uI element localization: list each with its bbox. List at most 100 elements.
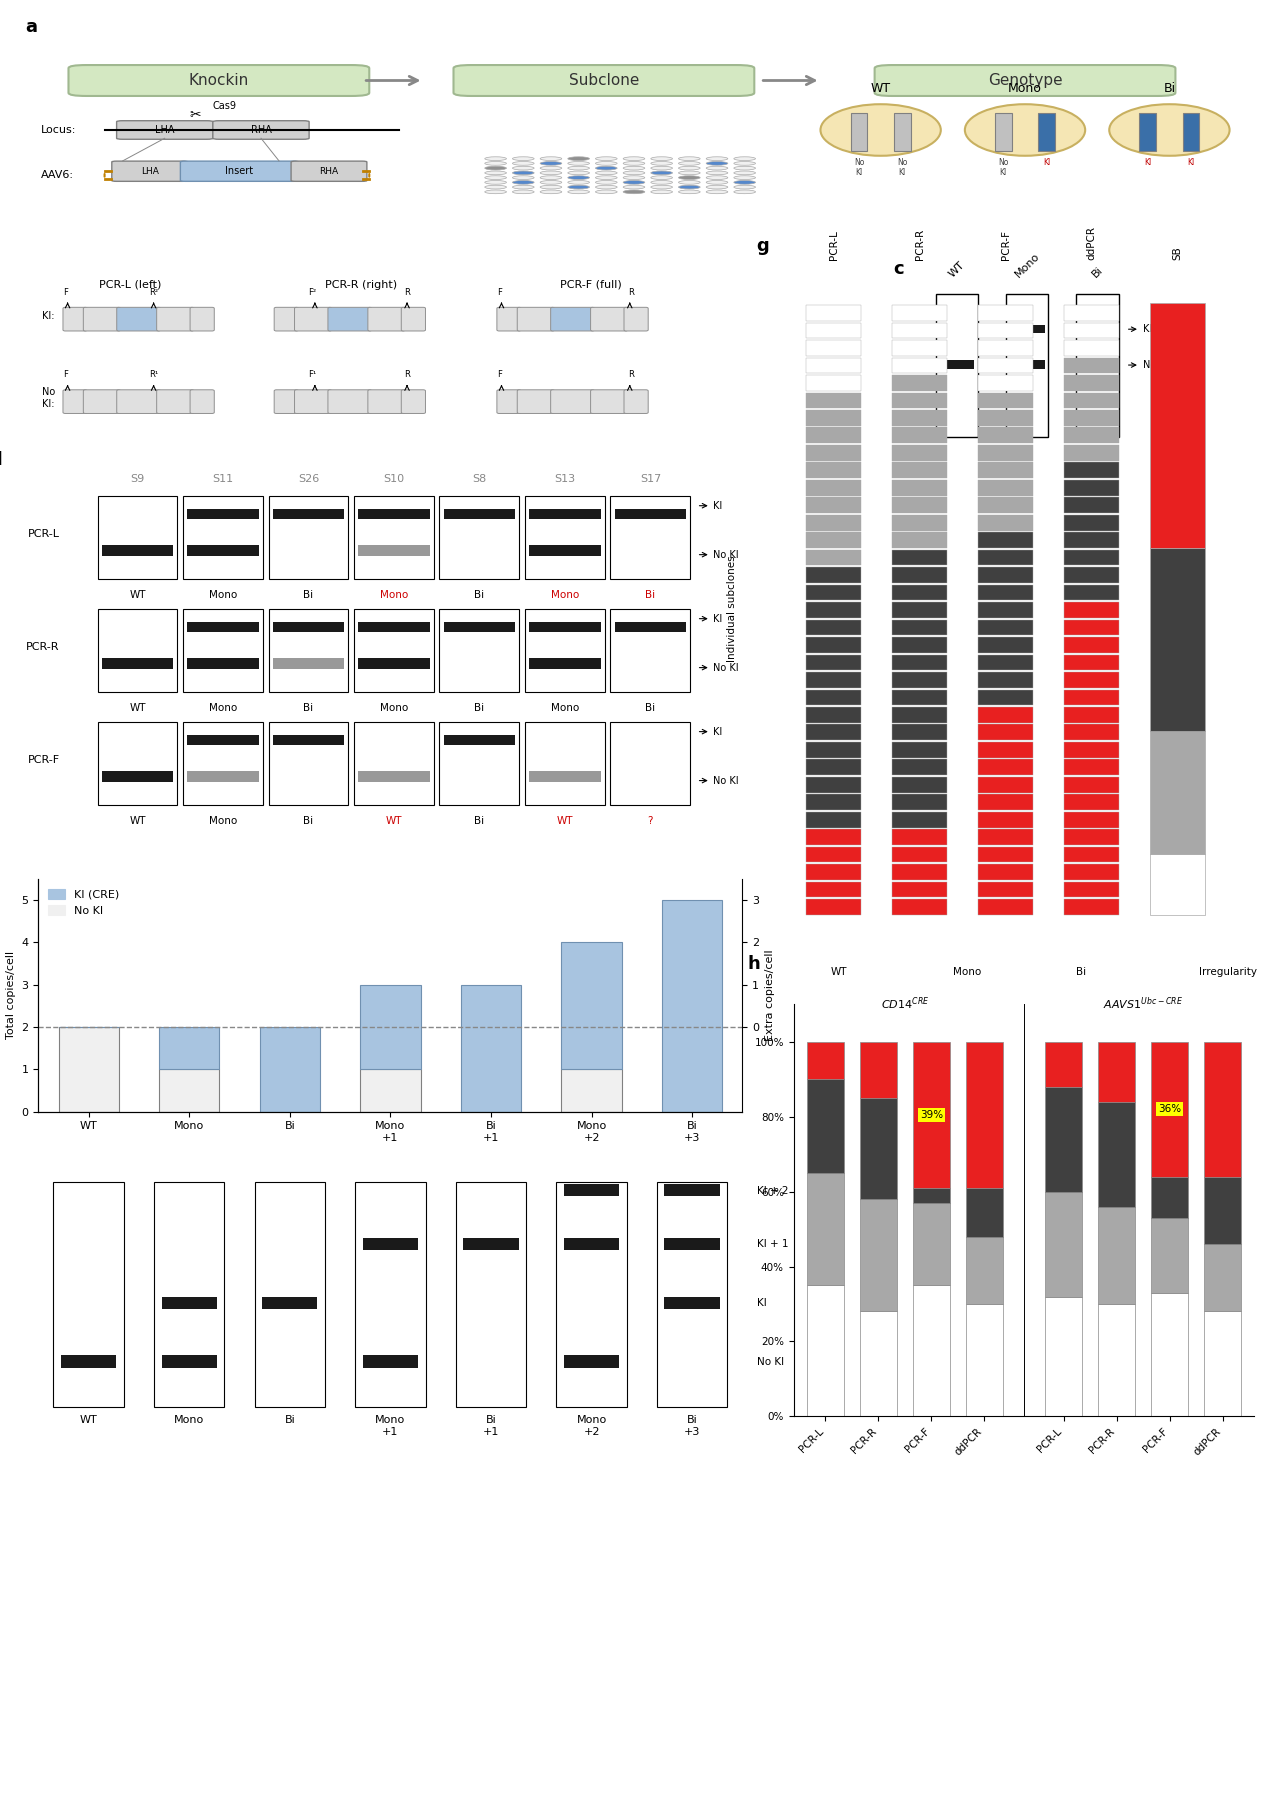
Bar [1064, 898, 1119, 914]
Circle shape [707, 181, 728, 185]
Bar [1064, 585, 1119, 601]
Circle shape [512, 181, 534, 185]
Text: S17: S17 [640, 473, 660, 484]
Bar [1204, 1311, 1242, 1416]
Bar [1204, 1244, 1242, 1311]
Bar [806, 481, 861, 495]
Text: F¹: F¹ [308, 371, 316, 380]
Circle shape [623, 161, 645, 165]
FancyBboxPatch shape [294, 307, 332, 332]
Bar [892, 830, 947, 845]
Bar [794, 966, 824, 975]
Text: KI: KI [1143, 325, 1152, 333]
Circle shape [678, 190, 700, 194]
Bar [913, 1203, 950, 1286]
Bar [860, 1042, 897, 1097]
Circle shape [678, 167, 700, 170]
Bar [1064, 812, 1119, 828]
Bar [1151, 1217, 1188, 1293]
Y-axis label: Extra copies/cell: Extra copies/cell [765, 948, 774, 1042]
Circle shape [623, 156, 645, 161]
FancyBboxPatch shape [291, 161, 367, 181]
Bar [273, 622, 344, 633]
Bar [892, 706, 947, 723]
Bar [892, 585, 947, 601]
Circle shape [678, 161, 700, 165]
Bar [936, 294, 978, 437]
Bar [1080, 325, 1115, 333]
Bar [892, 411, 947, 425]
Bar [913, 1286, 950, 1416]
Circle shape [485, 167, 507, 170]
Bar [978, 898, 1033, 914]
Bar [187, 771, 259, 782]
Bar [159, 1027, 219, 1069]
Circle shape [595, 181, 617, 185]
Text: Irregularity: Irregularity [1199, 966, 1257, 977]
Bar [892, 375, 947, 391]
Text: No
KI: No KI [854, 158, 864, 178]
Bar [978, 864, 1033, 880]
Circle shape [733, 167, 755, 170]
Bar [1064, 742, 1119, 758]
Bar [806, 1042, 844, 1079]
Bar [187, 622, 259, 633]
FancyBboxPatch shape [590, 307, 628, 332]
Text: Bi: Bi [645, 703, 655, 714]
Text: Bi: Bi [645, 590, 655, 601]
Text: KI: KI [758, 1298, 767, 1309]
Bar [806, 864, 861, 880]
FancyBboxPatch shape [156, 389, 195, 414]
Bar [525, 497, 605, 579]
Bar [355, 497, 434, 579]
Text: WT: WT [129, 816, 146, 827]
Text: KI: KI [1188, 158, 1194, 167]
Bar [1064, 393, 1119, 409]
Text: a: a [26, 18, 37, 36]
Bar [978, 776, 1033, 793]
Bar [1064, 481, 1119, 495]
Bar [1151, 1042, 1188, 1176]
Circle shape [595, 161, 617, 165]
Bar [1149, 303, 1206, 549]
Bar [892, 742, 947, 758]
Text: Mono: Mono [1012, 251, 1042, 280]
Bar [1046, 1192, 1083, 1296]
Circle shape [568, 156, 590, 161]
Bar [1064, 323, 1119, 339]
Text: Locus:: Locus: [41, 126, 77, 134]
Bar [892, 794, 947, 810]
Text: R: R [404, 371, 410, 380]
Bar [806, 602, 861, 619]
Bar [806, 794, 861, 810]
Bar [1046, 1087, 1083, 1192]
Bar [1151, 1176, 1188, 1217]
FancyBboxPatch shape [402, 389, 425, 414]
Bar [1064, 445, 1119, 461]
Bar [806, 323, 861, 339]
Bar [614, 622, 686, 633]
Text: $CD14^{CRE}$: $CD14^{CRE}$ [881, 995, 929, 1011]
Circle shape [595, 170, 617, 174]
Bar [564, 1183, 620, 1196]
Bar [892, 882, 947, 898]
Text: WT: WT [947, 260, 966, 280]
Bar [860, 1097, 897, 1200]
Text: R²: R² [148, 289, 159, 298]
Bar [806, 1286, 844, 1416]
Text: d: d [0, 452, 1, 470]
Bar [892, 620, 947, 635]
Circle shape [707, 176, 728, 179]
Circle shape [650, 176, 672, 179]
Bar [187, 545, 259, 556]
Text: Bi: Bi [1091, 265, 1105, 280]
Text: Bi: Bi [475, 590, 484, 601]
Circle shape [512, 170, 534, 174]
Circle shape [485, 156, 507, 161]
Bar [978, 357, 1033, 373]
Bar [657, 1182, 727, 1408]
Bar [806, 463, 861, 479]
Bar [154, 1182, 224, 1408]
Bar [806, 550, 861, 565]
FancyBboxPatch shape [63, 307, 87, 332]
